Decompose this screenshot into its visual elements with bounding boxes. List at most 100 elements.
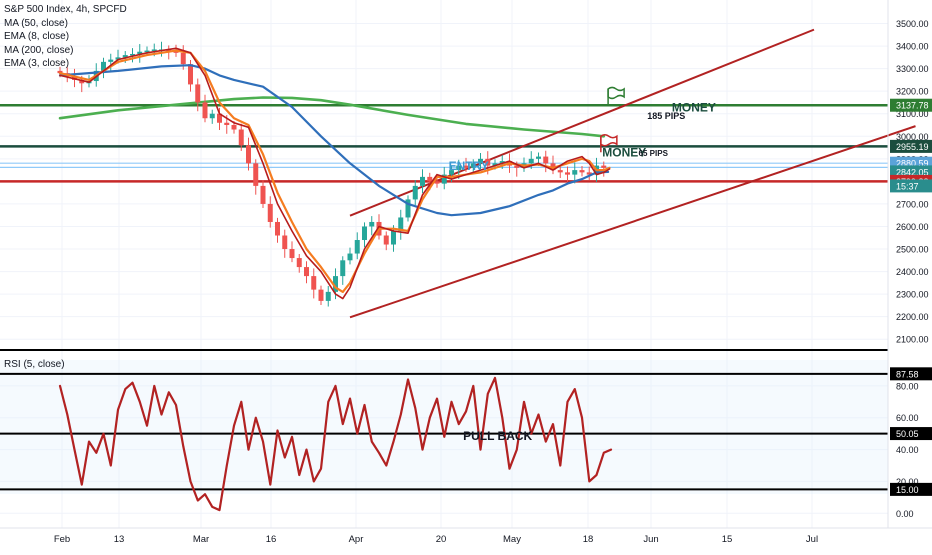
price-label[interactable]: 15:37	[896, 181, 919, 191]
ema8-line[interactable]	[58, 49, 611, 293]
candle[interactable]	[173, 50, 179, 53]
candle[interactable]	[383, 235, 389, 245]
candle[interactable]	[543, 156, 549, 164]
candle[interactable]	[231, 125, 237, 130]
price-label[interactable]: 3137.78	[896, 101, 929, 111]
legend-title[interactable]: S&P 500 Index, 4h, SPCFD	[4, 4, 127, 15]
candle[interactable]	[195, 84, 201, 103]
time-axis[interactable]: Feb 13 Mar 16 Apr 20 May 18 Jun 15 Jul	[54, 534, 818, 545]
candle[interactable]	[557, 170, 563, 173]
price-label-box[interactable]	[890, 98, 932, 112]
candle[interactable]	[536, 156, 541, 159]
candle[interactable]	[586, 172, 592, 175]
annotation-text[interactable]: 185 PIPS	[647, 111, 685, 121]
candle[interactable]	[151, 49, 157, 51]
price-axis[interactable]: 3500.00 3400.00 3300.00 3200.00 3100.00 3000.…	[890, 19, 932, 519]
candle[interactable]	[188, 64, 193, 85]
candle[interactable]	[470, 163, 476, 168]
candle[interactable]	[550, 163, 556, 171]
candle[interactable]	[296, 258, 302, 268]
candle[interactable]	[463, 165, 469, 168]
candle[interactable]	[325, 291, 331, 301]
candle[interactable]	[362, 226, 367, 241]
legend-ema8[interactable]: EMA (8, close)	[4, 31, 70, 42]
rsi-legend[interactable]: RSI (5, close)	[4, 359, 65, 370]
candle[interactable]	[246, 145, 251, 164]
price-label-box[interactable]	[890, 139, 932, 153]
annotation-text[interactable]: PULL BACK	[463, 429, 532, 443]
candle[interactable]	[354, 240, 360, 254]
candle[interactable]	[449, 170, 454, 175]
candle[interactable]	[565, 172, 570, 175]
candle[interactable]	[79, 79, 85, 84]
candle[interactable]	[115, 57, 121, 60]
candle[interactable]	[275, 221, 280, 236]
candle[interactable]	[427, 176, 433, 182]
candle[interactable]	[456, 165, 462, 171]
price-label[interactable]: 2955.19	[896, 142, 929, 152]
candle[interactable]	[267, 203, 273, 222]
candle[interactable]	[391, 230, 396, 245]
annotation-text[interactable]: ENTRY	[449, 159, 489, 173]
candle[interactable]	[420, 176, 425, 186]
legend-ma50[interactable]: MA (50, close)	[4, 17, 68, 29]
candle[interactable]	[101, 61, 106, 71]
price-label-box[interactable]	[890, 179, 932, 193]
annotation-text[interactable]: MONEY	[602, 146, 646, 160]
candle[interactable]	[224, 122, 230, 126]
candle[interactable]	[434, 181, 440, 184]
candle[interactable]	[311, 276, 317, 290]
candle[interactable]	[282, 235, 288, 250]
price-label-box[interactable]	[890, 482, 932, 496]
flag-icon[interactable]	[607, 86, 625, 105]
candle[interactable]	[572, 170, 578, 175]
candle[interactable]	[369, 221, 375, 227]
channel-upper-line[interactable]	[349, 28, 815, 217]
annotation-text[interactable]: 65 PIPS	[639, 149, 669, 158]
candle[interactable]	[253, 163, 259, 186]
candle[interactable]	[180, 52, 186, 65]
candle[interactable]	[144, 50, 150, 53]
candle[interactable]	[478, 158, 483, 164]
candle[interactable]	[347, 253, 353, 261]
candle[interactable]	[209, 113, 215, 119]
candle[interactable]	[485, 158, 491, 166]
candle[interactable]	[130, 53, 135, 56]
candle[interactable]	[137, 51, 143, 54]
candle[interactable]	[260, 185, 266, 204]
candle[interactable]	[202, 102, 208, 119]
candle[interactable]	[289, 249, 295, 259]
candle[interactable]	[238, 129, 244, 146]
ema3-line[interactable]	[59, 47, 611, 300]
candle[interactable]	[405, 199, 411, 218]
rsi-line[interactable]	[58, 376, 613, 512]
candle[interactable]	[217, 113, 222, 123]
price-label[interactable]: 2880.59	[896, 159, 929, 169]
candle[interactable]	[318, 289, 324, 301]
price-label-box[interactable]	[890, 427, 932, 441]
candle[interactable]	[398, 217, 404, 231]
candle[interactable]	[333, 276, 338, 292]
candle[interactable]	[304, 267, 309, 277]
price-label[interactable]: 2842.05	[896, 167, 929, 177]
price-label-box[interactable]	[890, 367, 932, 381]
price-label[interactable]: 15.00	[896, 485, 919, 495]
candle[interactable]	[514, 165, 520, 168]
candle[interactable]	[108, 59, 114, 62]
price-label[interactable]: 87.58	[896, 369, 919, 379]
annotation-text[interactable]: MONEY	[672, 100, 716, 114]
legend-ma200[interactable]: MA (200, close)	[4, 44, 74, 56]
candle[interactable]	[601, 165, 607, 168]
candle[interactable]	[492, 163, 498, 166]
candle[interactable]	[441, 174, 447, 184]
ma200-line[interactable]	[58, 96, 606, 138]
flag-icon[interactable]	[600, 134, 618, 153]
candle[interactable]	[499, 161, 505, 164]
candle[interactable]	[412, 185, 418, 200]
price-label[interactable]: 50.05	[896, 429, 919, 439]
legend-ema3[interactable]: EMA (3, close)	[4, 58, 70, 69]
candle[interactable]	[340, 260, 346, 277]
channel-lower-line[interactable]	[349, 125, 916, 319]
candle[interactable]	[579, 170, 585, 173]
